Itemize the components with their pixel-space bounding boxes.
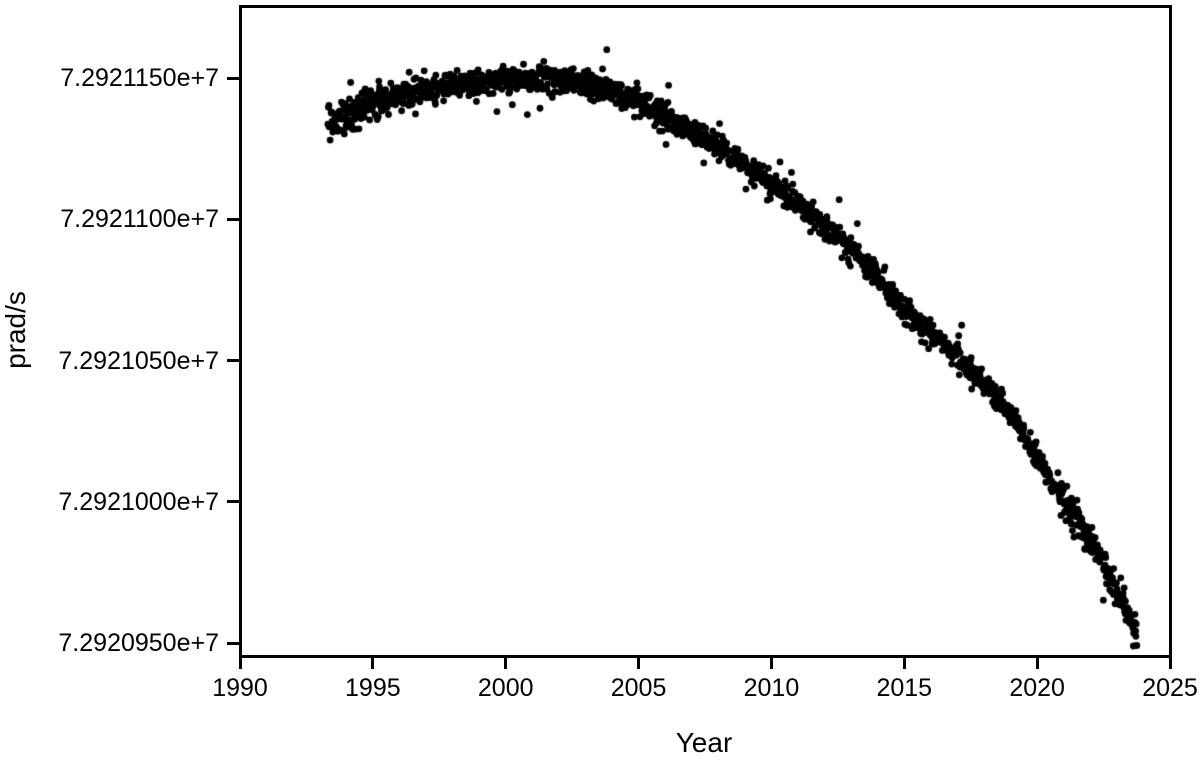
x-tick-mark xyxy=(902,657,906,669)
x-tick-label: 2015 xyxy=(876,674,933,702)
y-tick-label: 7.2921150e+7 xyxy=(60,64,219,93)
x-tick-label: 1995 xyxy=(345,674,401,702)
x-tick-mark xyxy=(1035,657,1039,669)
y-tick-label: 7.2921050e+7 xyxy=(58,346,219,375)
x-tick-label: 2005 xyxy=(610,674,667,702)
y-tick-label: 7.2921000e+7 xyxy=(58,487,219,516)
y-tick-mark xyxy=(226,641,239,645)
x-axis-title: Year xyxy=(675,727,733,758)
y-tick-label: 7.2920950e+7 xyxy=(58,629,219,657)
x-tick-label: 2010 xyxy=(743,674,800,702)
x-tick-mark xyxy=(371,657,375,669)
x-tick-label: 2020 xyxy=(1009,674,1065,702)
x-tick-label: 2025 xyxy=(1142,674,1198,702)
y-tick-mark xyxy=(226,359,239,363)
y-tick-label: 7.2921100e+7 xyxy=(60,205,219,234)
y-tick-mark xyxy=(226,500,239,504)
x-tick-mark xyxy=(1168,657,1172,669)
y-axis-title: prad/s xyxy=(0,291,31,369)
y-tick-mark xyxy=(226,217,239,221)
x-tick-mark xyxy=(769,657,773,669)
x-tick-mark xyxy=(238,657,242,669)
plot-border xyxy=(238,4,1172,658)
x-tick-label: 2000 xyxy=(477,674,534,702)
y-tick-mark xyxy=(226,76,239,80)
scatter-points-canvas xyxy=(240,6,1170,656)
x-tick-mark xyxy=(504,657,508,669)
x-tick-label: 1990 xyxy=(212,674,268,702)
x-tick-mark xyxy=(637,657,641,669)
